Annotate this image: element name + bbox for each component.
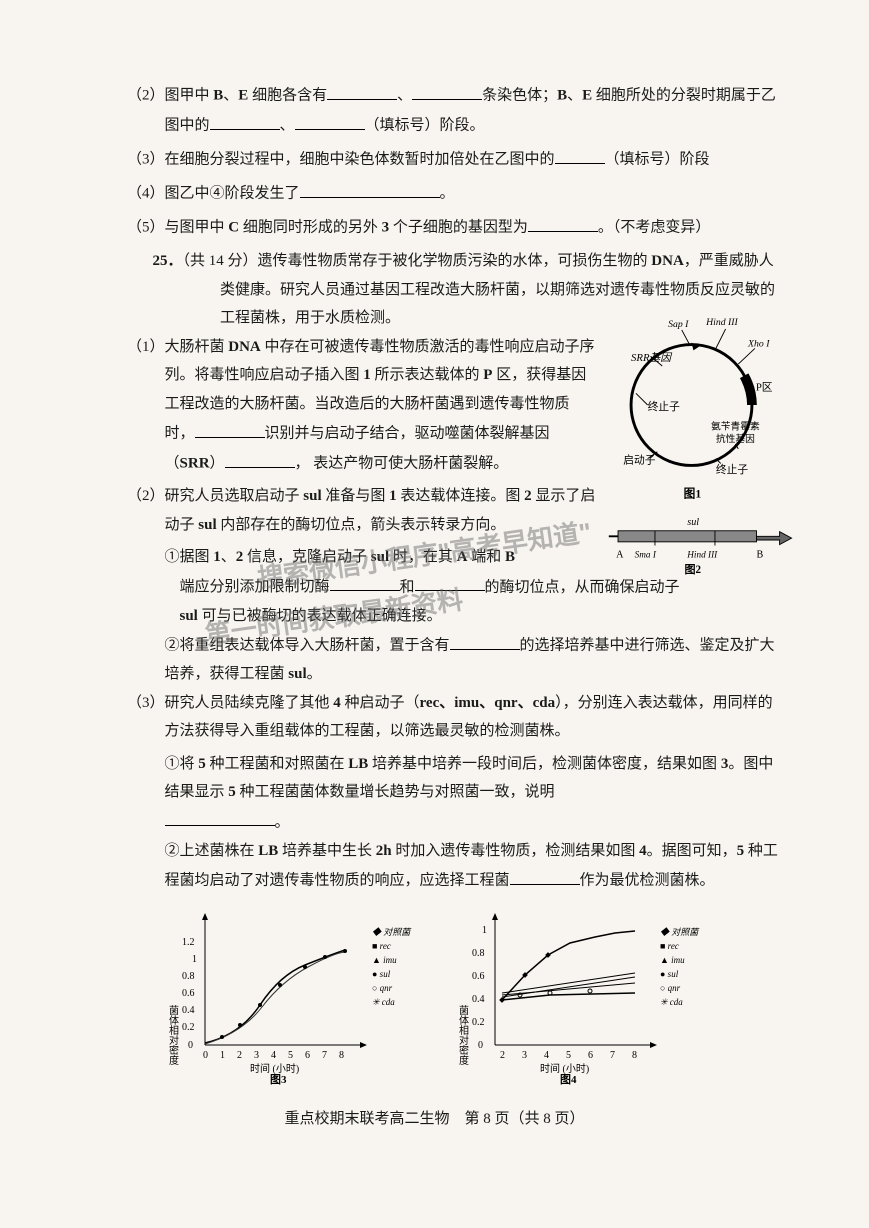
svg-text:菌体相对密度: 菌体相对密度 [166, 1005, 178, 1066]
blank [555, 144, 605, 164]
blank [528, 212, 598, 232]
svg-text:启动子: 启动子 [623, 454, 655, 467]
blank [295, 110, 365, 130]
svg-text:Hind III: Hind III [686, 549, 718, 559]
q25-sub3-c1: ①将 5 种工程菌和对照菌在 LB 培养基中培养一段时间后，检测菌体密度，结果如… [165, 750, 785, 837]
svg-text:● sul: ● sul [660, 969, 679, 979]
svg-text:图4: 图4 [560, 1073, 577, 1085]
srr-label: SRR基因 [631, 352, 672, 364]
svg-text:○ qnr: ○ qnr [660, 983, 681, 993]
q25-sub1: （1）大肠杆菌 DNA 中存在可被遗传毒性物质激活的毒性响应启动子序列。将毒性响… [127, 333, 597, 479]
svg-text:7: 7 [610, 1050, 615, 1061]
svg-text:○ qnr: ○ qnr [372, 983, 393, 993]
svg-text:Sap I: Sap I [668, 319, 689, 330]
q25-sub2-c2: ②将重组表达载体导入大肠杆菌，置于含有的选择培养基中进行筛选、鉴定及扩大培养，获… [165, 630, 785, 689]
blank [327, 80, 397, 100]
svg-text:2: 2 [237, 1050, 242, 1061]
svg-text:P区: P区 [756, 381, 773, 393]
svg-text:氨苄青霉素: 氨苄青霉素 [711, 419, 760, 432]
q25-number: 25． [153, 253, 183, 269]
blank [195, 418, 265, 438]
svg-text:1: 1 [482, 925, 487, 936]
sub-q2: （2）图甲中 B、E 细胞各含有、条染色体；B、E 细胞所处的分裂时期属于乙图中… [127, 80, 784, 140]
blank [165, 807, 275, 827]
blank [330, 572, 400, 592]
svg-text:▲ imu: ▲ imu [372, 955, 397, 965]
svg-text:■ rec: ■ rec [372, 941, 391, 951]
fig2-diagram: sul A Sma I Hind III B 图2 [594, 516, 799, 576]
svg-text:B: B [757, 549, 764, 560]
svg-text:■ rec: ■ rec [660, 941, 679, 951]
svg-text:Xho I: Xho I [747, 339, 770, 350]
svg-text:0.4: 0.4 [472, 994, 485, 1005]
chart-fig3: 00.20.4 0.60.811.2 012 345 678 菌体相对密度 时间… [160, 905, 420, 1085]
continuation-questions: （2）图甲中 B、E 细胞各含有、条染色体；B、E 细胞所处的分裂时期属于乙图中… [127, 80, 784, 242]
charts-row: 00.20.4 0.60.811.2 012 345 678 菌体相对密度 时间… [85, 905, 784, 1085]
svg-text:2: 2 [500, 1050, 505, 1061]
q25-sub3: （3）研究人员陆续克隆了其他 4 种启动子（rec、imu、qnr、cda），分… [127, 689, 784, 746]
svg-text:4: 4 [544, 1050, 549, 1061]
svg-text:菌体相对密度: 菌体相对密度 [456, 1005, 468, 1066]
svg-text:5: 5 [566, 1050, 571, 1061]
svg-text:6: 6 [588, 1050, 593, 1061]
figure-panel: SRR基因 Sap I Hind III Xho I P区 终止子 氨苄青霉素 … [594, 305, 794, 586]
svg-text:3: 3 [254, 1050, 259, 1061]
blank [510, 865, 580, 885]
svg-text:◆ 对照菌: ◆ 对照菌 [660, 927, 700, 937]
svg-text:0.6: 0.6 [182, 988, 195, 999]
svg-text:1: 1 [220, 1050, 225, 1061]
svg-text:6: 6 [305, 1050, 310, 1061]
svg-text:0.8: 0.8 [182, 971, 195, 982]
svg-text:▲ imu: ▲ imu [660, 955, 685, 965]
svg-text:图2: 图2 [685, 563, 702, 576]
svg-text:8: 8 [632, 1050, 637, 1061]
blank [415, 572, 485, 592]
svg-text:◆ 对照菌: ◆ 对照菌 [372, 927, 412, 937]
plasmid-diagram: SRR基因 Sap I Hind III Xho I P区 终止子 氨苄青霉素 … [594, 305, 789, 505]
svg-text:抗性基因: 抗性基因 [716, 432, 755, 445]
svg-text:7: 7 [322, 1050, 327, 1061]
svg-text:5: 5 [288, 1050, 293, 1061]
svg-text:● sul: ● sul [372, 969, 391, 979]
svg-text:Hind III: Hind III [705, 317, 738, 328]
svg-text:✳ cda: ✳ cda [660, 997, 683, 1007]
sub-q4: （4）图乙中④阶段发生了。 [127, 178, 784, 208]
svg-text:终止子: 终止子 [716, 463, 748, 476]
q25-sub3-c2: ②上述菌株在 LB 培养基中生长 2h 时加入遗传毒性物质，检测结果如图 4。据… [165, 837, 785, 896]
svg-text:图3: 图3 [270, 1073, 287, 1085]
blank [210, 110, 280, 130]
chart-fig4: 00.20.4 0.60.81 234 5678 菌体相对密度 时间 (小时) … [450, 905, 710, 1085]
svg-text:0: 0 [188, 1040, 193, 1051]
svg-text:✳ cda: ✳ cda [372, 997, 395, 1007]
blank [450, 630, 520, 650]
svg-text:0: 0 [203, 1050, 208, 1061]
svg-text:sul: sul [687, 517, 699, 528]
svg-text:1.2: 1.2 [182, 937, 195, 948]
svg-text:A: A [616, 549, 624, 560]
svg-text:8: 8 [339, 1050, 344, 1061]
q25-sub2: （2）研究人员选取启动子 sul 准备与图 1 表达载体连接。图 2 显示了启动… [127, 482, 597, 539]
svg-text:Sma I: Sma I [635, 549, 657, 559]
svg-text:终止子: 终止子 [648, 400, 680, 413]
svg-text:0.8: 0.8 [472, 948, 485, 959]
svg-text:3: 3 [522, 1050, 527, 1061]
svg-text:1: 1 [192, 954, 197, 965]
svg-text:0.2: 0.2 [472, 1017, 485, 1028]
svg-text:0.2: 0.2 [182, 1022, 195, 1033]
page-footer: 重点校期末联考高二生物 第 8 页（共 8 页） [85, 1105, 784, 1134]
svg-text:0: 0 [478, 1040, 483, 1051]
blank [412, 80, 482, 100]
blank [300, 178, 440, 198]
svg-text:图1: 图1 [684, 487, 702, 501]
sub-q5: （5）与图甲中 C 细胞同时形成的另外 3 个子细胞的基因型为。（不考虑变异） [127, 212, 784, 242]
sub-q3: （3）在细胞分裂过程中，细胞中染色体数暂时加倍处在乙图中的（填标号）阶段 [127, 144, 784, 174]
svg-text:0.4: 0.4 [182, 1005, 195, 1016]
svg-text:0.6: 0.6 [472, 971, 485, 982]
svg-text:4: 4 [271, 1050, 276, 1061]
blank [225, 448, 295, 468]
